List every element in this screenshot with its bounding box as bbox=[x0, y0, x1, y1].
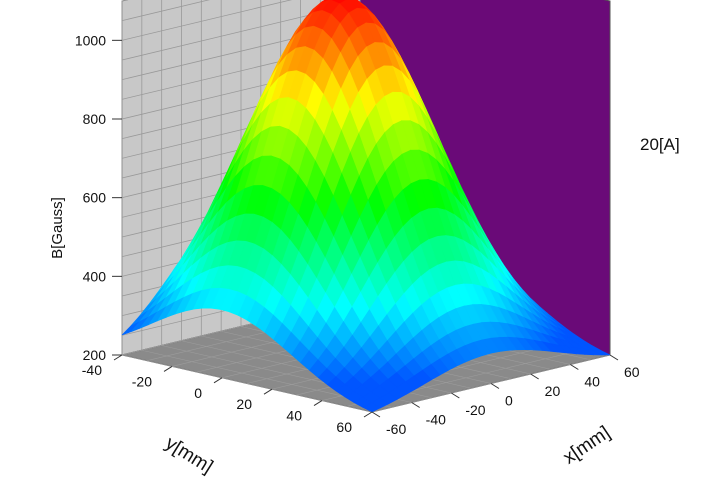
wall-gridline bbox=[121, 0, 211, 22]
y-axis-label: y[mm] bbox=[161, 433, 216, 478]
axis-ticks: 200 400 600 800 1000 -40 -20 0 20 40 60 -60 -40 -20 0 2… bbox=[75, 32, 640, 437]
x-axis-label: x[mm] bbox=[560, 422, 615, 468]
current-annotation: 20[A] bbox=[640, 135, 680, 154]
wall-gridline bbox=[121, 0, 293, 41]
z-axis-label: B[Gauss] bbox=[49, 197, 66, 259]
y-tick-label: 60 bbox=[336, 419, 352, 435]
y-tick-label: 40 bbox=[286, 408, 302, 424]
x-tick-mark bbox=[451, 392, 460, 399]
y-tick-label: 20 bbox=[236, 396, 252, 412]
y-tick-mark bbox=[163, 365, 173, 372]
z-tick-label: 600 bbox=[83, 190, 107, 206]
z-tick-label: 800 bbox=[83, 111, 107, 127]
y-tick-mark bbox=[213, 377, 223, 384]
surface-mesh bbox=[121, 0, 611, 413]
y-tick-label: -40 bbox=[82, 362, 102, 378]
x-tick-label: 60 bbox=[624, 364, 640, 380]
y-tick-label: 0 bbox=[194, 385, 202, 401]
x-tick-label: -40 bbox=[426, 412, 446, 428]
z-tick-label: 200 bbox=[83, 347, 107, 363]
x-tick-mark bbox=[490, 383, 500, 389]
x-tick-mark bbox=[411, 402, 420, 408]
x-tick-label: 40 bbox=[584, 374, 600, 390]
x-tick-mark bbox=[609, 354, 619, 361]
z-tick-label: 400 bbox=[83, 268, 107, 284]
y-tick-mark bbox=[263, 388, 273, 395]
x-tick-mark bbox=[530, 373, 539, 380]
x-tick-mark bbox=[371, 411, 381, 418]
x-tick-mark bbox=[570, 364, 579, 370]
x-tick-label: 20 bbox=[545, 383, 561, 399]
y-tick-mark bbox=[313, 400, 323, 407]
y-tick-mark bbox=[113, 354, 123, 361]
x-tick-label: 0 bbox=[505, 393, 513, 409]
y-tick-mark bbox=[363, 411, 373, 418]
surface-patch bbox=[362, 402, 382, 413]
z-tick-label: 1000 bbox=[75, 32, 106, 48]
x-tick-label: -60 bbox=[386, 421, 406, 437]
x-tick-label: -20 bbox=[465, 402, 485, 418]
y-tick-label: -20 bbox=[132, 373, 152, 389]
